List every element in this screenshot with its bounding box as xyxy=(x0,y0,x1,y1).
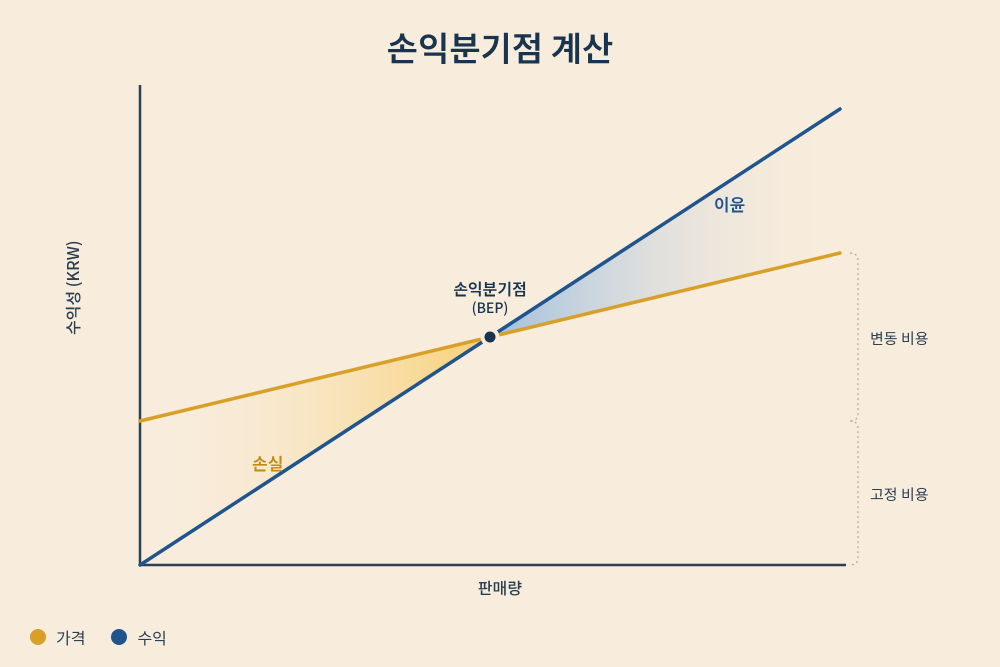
legend-dot-price xyxy=(30,629,46,645)
chart-area: 수익성 (KRW) 판매량 손익분기점 (BEP) 손실 이윤 변동 비용 고정… xyxy=(70,85,930,605)
legend-label-revenue: 수익 xyxy=(137,625,166,649)
break-even-point xyxy=(485,332,496,343)
chart-title: 손익분기점 계산 xyxy=(0,22,1000,71)
legend-label-price: 가격 xyxy=(56,625,85,649)
bracket-variable-cost xyxy=(850,253,858,421)
fixed-cost-label: 고정 비용 xyxy=(870,484,929,505)
variable-cost-label: 변동 비용 xyxy=(870,328,929,349)
x-axis-label: 판매량 xyxy=(70,575,930,599)
legend-item-price: 가격 xyxy=(30,625,85,649)
break-even-text: 손익분기점 xyxy=(453,276,527,300)
break-even-sub: (BEP) xyxy=(435,300,545,317)
chart-svg xyxy=(70,85,930,605)
legend-dot-revenue xyxy=(111,629,127,645)
break-even-label: 손익분기점 (BEP) xyxy=(435,279,545,317)
chart-legend: 가격 수익 xyxy=(30,625,167,649)
profit-region-label: 이윤 xyxy=(714,191,745,216)
legend-item-revenue: 수익 xyxy=(111,625,166,649)
y-axis-label: 수익성 (KRW) xyxy=(60,240,84,335)
bracket-fixed-cost xyxy=(850,421,858,565)
loss-region-label: 손실 xyxy=(252,450,283,475)
